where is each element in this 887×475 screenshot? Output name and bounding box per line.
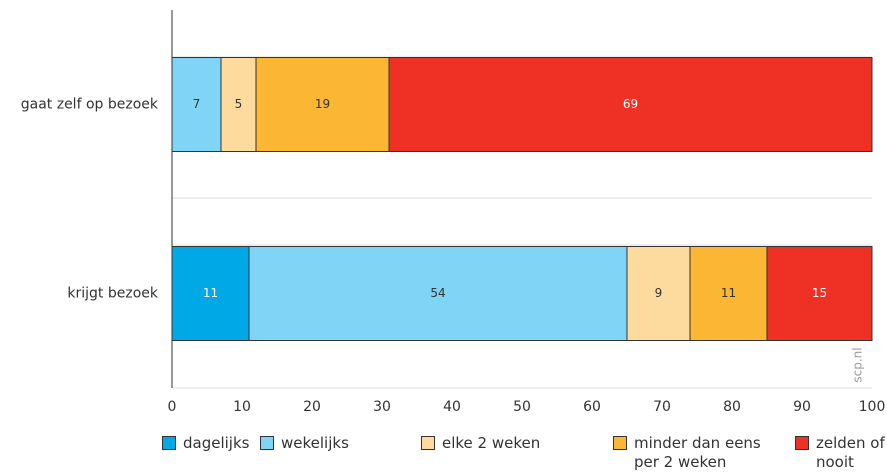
data-label: 19 — [315, 97, 330, 111]
x-tick-label: 30 — [373, 399, 391, 415]
legend-swatch — [795, 436, 809, 450]
x-tick-label: 20 — [303, 399, 321, 415]
category-label: gaat zelf op bezoek — [21, 97, 159, 113]
legend-swatch — [260, 436, 274, 450]
bar-segment — [388, 57, 873, 152]
legend-label: minder dan eens per 2 weken — [634, 434, 761, 471]
bar-segment — [766, 246, 873, 341]
legend-item: minder dan eens per 2 weken — [613, 434, 784, 472]
legend-item: zelden of nooit — [795, 434, 887, 472]
data-label: 11 — [203, 286, 218, 300]
legend-swatch — [613, 436, 627, 450]
x-tick-label: 90 — [793, 399, 811, 415]
legend-label: wekelijks — [281, 434, 349, 452]
legend-item: elke 2 weken — [421, 434, 540, 453]
x-tick-label: 40 — [443, 399, 461, 415]
data-label: 11 — [721, 286, 736, 300]
x-tick-label: 60 — [583, 399, 601, 415]
x-tick-label: 80 — [723, 399, 741, 415]
x-tick-label: 10 — [233, 399, 251, 415]
chart: 0 10 20 30 40 50 60 70 80 90 100 gaat zelf op bezoe… — [21, 10, 886, 415]
category-label: krijgt bezoek — [67, 286, 158, 302]
legend-swatch — [162, 436, 176, 450]
legend-label: dagelijks — [183, 434, 250, 452]
legend-label: elke 2 weken — [442, 434, 541, 452]
data-label: 54 — [430, 286, 445, 300]
x-tick-label: 70 — [653, 399, 671, 415]
legend-item: dagelijks — [162, 434, 249, 453]
bar-segment — [171, 246, 250, 341]
legend-item: wekelijks — [260, 434, 349, 453]
legend-swatch — [421, 436, 435, 450]
data-label: 7 — [193, 97, 201, 111]
data-label: 9 — [655, 286, 663, 300]
data-label: 5 — [235, 97, 243, 111]
bar-segment — [689, 246, 768, 341]
legend-label: zelden of nooit — [816, 434, 885, 471]
watermark: scp.nl — [851, 347, 865, 382]
data-label: 15 — [812, 286, 827, 300]
x-tick-label: 0 — [168, 399, 177, 415]
bar-segment — [255, 57, 390, 152]
bar-segment — [248, 246, 628, 341]
x-tick-label: 50 — [513, 399, 531, 415]
x-tick-label: 100 — [859, 399, 886, 415]
data-label: 69 — [623, 97, 638, 111]
bar-segment — [626, 246, 691, 341]
bar-segment — [171, 57, 222, 152]
